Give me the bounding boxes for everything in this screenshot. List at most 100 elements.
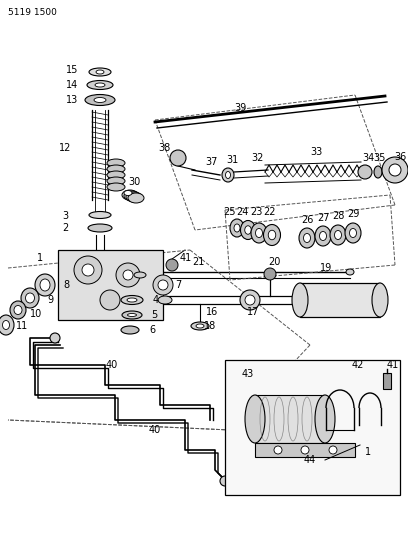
Ellipse shape: [89, 212, 111, 219]
Text: 32: 32: [252, 153, 264, 163]
Text: 22: 22: [264, 207, 276, 217]
Ellipse shape: [245, 395, 265, 443]
Ellipse shape: [128, 193, 144, 203]
Circle shape: [240, 290, 260, 310]
Circle shape: [329, 446, 337, 454]
Ellipse shape: [85, 94, 115, 106]
Text: 26: 26: [301, 215, 313, 225]
Circle shape: [166, 259, 178, 271]
Circle shape: [358, 165, 372, 179]
Text: 33: 33: [310, 147, 322, 157]
Ellipse shape: [240, 221, 255, 239]
Text: 41: 41: [387, 360, 399, 370]
Ellipse shape: [122, 190, 138, 200]
Ellipse shape: [255, 229, 262, 238]
Ellipse shape: [40, 279, 50, 291]
Ellipse shape: [14, 305, 22, 314]
Ellipse shape: [346, 269, 354, 275]
Ellipse shape: [292, 283, 308, 317]
Ellipse shape: [374, 166, 382, 178]
Circle shape: [382, 157, 408, 183]
Text: 36: 36: [394, 152, 406, 162]
Ellipse shape: [89, 68, 111, 76]
Ellipse shape: [251, 223, 267, 243]
Ellipse shape: [107, 159, 125, 167]
Text: 13: 13: [66, 95, 78, 105]
Circle shape: [245, 295, 255, 305]
Text: 12: 12: [59, 143, 71, 153]
Ellipse shape: [124, 190, 132, 196]
Ellipse shape: [87, 80, 113, 90]
Text: 31: 31: [226, 155, 238, 165]
Text: 37: 37: [206, 157, 218, 167]
Text: 28: 28: [332, 211, 344, 221]
Circle shape: [116, 263, 140, 287]
Ellipse shape: [107, 183, 125, 191]
Ellipse shape: [264, 224, 281, 246]
Text: 34: 34: [362, 153, 374, 163]
Text: 35: 35: [374, 153, 386, 163]
Bar: [255, 395, 325, 443]
Ellipse shape: [299, 228, 315, 248]
Circle shape: [264, 268, 276, 280]
Ellipse shape: [319, 231, 326, 240]
Ellipse shape: [107, 177, 125, 185]
Ellipse shape: [96, 70, 104, 74]
Bar: [300, 283, 380, 317]
Ellipse shape: [127, 298, 137, 302]
Text: 9: 9: [47, 295, 53, 305]
Text: 44: 44: [304, 455, 316, 465]
Ellipse shape: [268, 230, 276, 240]
Circle shape: [50, 333, 60, 343]
Text: 24: 24: [236, 207, 248, 217]
Circle shape: [389, 164, 401, 176]
Text: 43: 43: [242, 369, 254, 379]
Ellipse shape: [10, 301, 26, 319]
Ellipse shape: [126, 192, 142, 202]
Ellipse shape: [350, 229, 357, 238]
Circle shape: [220, 476, 230, 486]
Text: 23: 23: [250, 207, 262, 217]
Ellipse shape: [158, 296, 172, 304]
Text: 20: 20: [268, 257, 280, 267]
Bar: [383, 373, 391, 389]
Text: 5: 5: [151, 310, 157, 320]
Ellipse shape: [226, 172, 231, 179]
Circle shape: [274, 446, 282, 454]
Ellipse shape: [21, 288, 39, 308]
Text: 10: 10: [30, 309, 42, 319]
Ellipse shape: [234, 224, 240, 232]
Text: 38: 38: [158, 143, 170, 153]
Text: 30: 30: [128, 177, 140, 187]
Ellipse shape: [134, 272, 146, 278]
Circle shape: [74, 256, 102, 284]
Text: 14: 14: [66, 80, 78, 90]
Circle shape: [82, 264, 94, 276]
Ellipse shape: [196, 324, 204, 328]
Text: 11: 11: [16, 321, 28, 331]
Ellipse shape: [335, 230, 341, 239]
Ellipse shape: [345, 223, 361, 243]
Text: 40: 40: [149, 425, 161, 435]
Text: 19: 19: [320, 263, 332, 273]
Text: 2: 2: [62, 223, 68, 233]
Circle shape: [123, 270, 133, 280]
Ellipse shape: [330, 225, 346, 245]
Text: 7: 7: [175, 280, 181, 290]
Text: 18: 18: [204, 321, 216, 331]
Ellipse shape: [95, 83, 105, 87]
Ellipse shape: [121, 326, 139, 334]
Ellipse shape: [230, 219, 244, 237]
Text: 1: 1: [37, 253, 43, 263]
Ellipse shape: [315, 226, 331, 246]
Text: 21: 21: [192, 257, 204, 267]
Ellipse shape: [2, 320, 9, 329]
Ellipse shape: [107, 165, 125, 173]
Ellipse shape: [25, 293, 35, 303]
Text: 29: 29: [347, 209, 359, 219]
Bar: [58, 250, 163, 320]
Ellipse shape: [0, 315, 14, 335]
Ellipse shape: [124, 191, 140, 201]
Ellipse shape: [88, 224, 112, 232]
Ellipse shape: [222, 168, 234, 182]
